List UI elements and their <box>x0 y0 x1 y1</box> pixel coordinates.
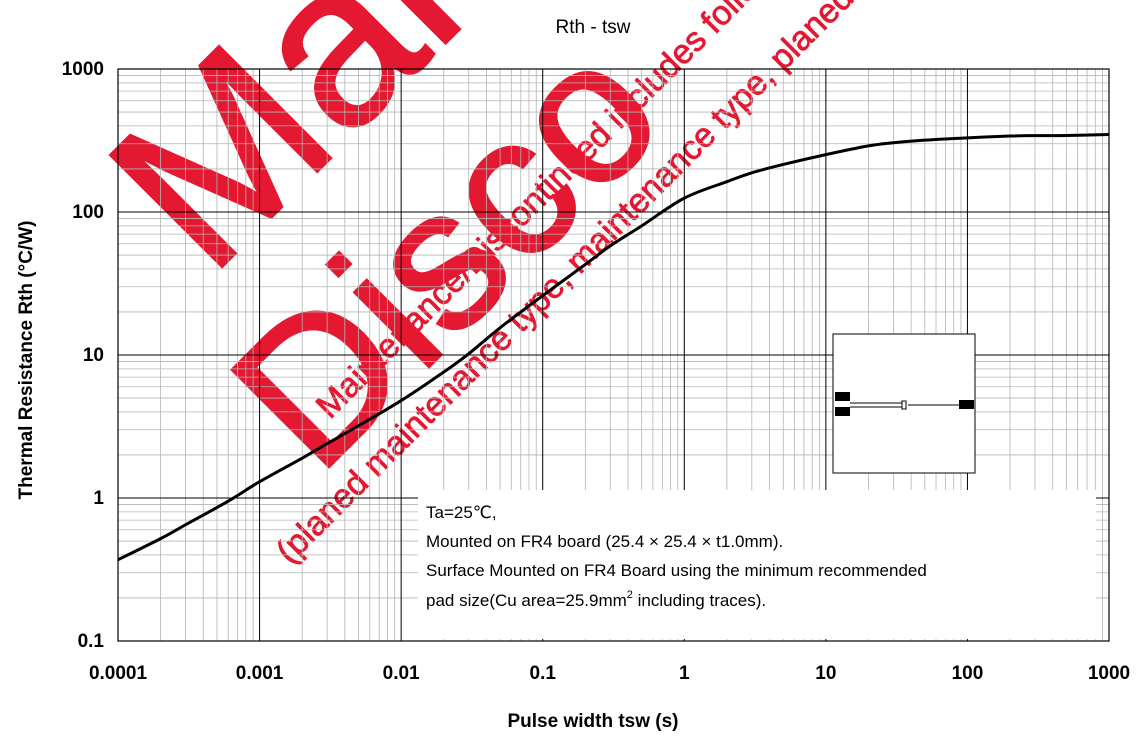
annotation-line-2: Mounted on FR4 board (25.4 × 25.4 × t1.0… <box>426 532 783 551</box>
annotation-text: Ta=25℃, Mounted on FR4 board (25.4 × 25.… <box>426 503 927 610</box>
annotation-line-4-b: including traces). <box>633 591 766 610</box>
x-tick-label: 1 <box>679 663 690 684</box>
annotation-line-4-sup: 2 <box>627 589 633 601</box>
x-tick-label: 1000 <box>1088 663 1130 684</box>
y-tick-label: 100 <box>72 202 104 223</box>
annotation-box <box>418 490 1096 639</box>
series-line <box>117 133 1110 562</box>
x-tick-label: 100 <box>952 663 984 684</box>
x-tick-label: 0.0001 <box>89 663 148 684</box>
y-axis-title: Thermal Resistance Rth (°C/W) <box>16 221 37 500</box>
x-axis-title: Pulse width tsw (s) <box>507 711 678 732</box>
y-tick-label: 10 <box>83 345 104 366</box>
x-tick-label: 10 <box>815 663 836 684</box>
annotation-line-3: Surface Mounted on FR4 Board using the m… <box>426 561 927 580</box>
annotation-line-1: Ta=25℃, <box>426 503 497 522</box>
inset-pad-right <box>959 400 974 409</box>
plot-area-border <box>117 68 1110 642</box>
y-tick-label: 0.1 <box>78 631 105 652</box>
x-tick-label: 0.001 <box>236 663 284 684</box>
annotation-line-4: pad size(Cu area=25.9mm2 including trace… <box>426 589 766 610</box>
inset-pad-left-top <box>835 392 850 401</box>
y-axis-ticks: 0.1 1 10 100 1000 <box>62 59 105 652</box>
x-tick-label: 0.01 <box>383 663 420 684</box>
chart-title: Rth - tsw <box>556 17 631 38</box>
x-tick-label: 0.1 <box>530 663 557 684</box>
inset-component <box>901 400 907 410</box>
inset-diagram <box>832 333 976 474</box>
inset-pad-left-bottom <box>835 407 850 416</box>
y-tick-label: 1000 <box>62 59 104 80</box>
y-tick-label: 1 <box>93 488 104 509</box>
x-axis-ticks: 0.0001 0.001 0.01 0.1 1 10 100 1000 <box>89 663 1130 684</box>
annotation-line-4-a: pad size(Cu area=25.9mm <box>426 591 627 610</box>
